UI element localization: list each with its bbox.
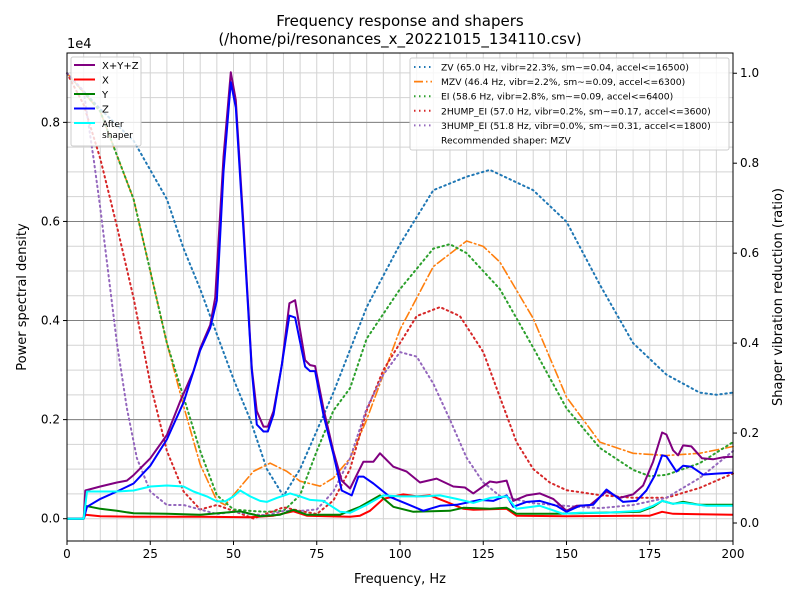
legend-label: Y <box>101 90 109 101</box>
y-axis-right-label: Shaper vibration reduction (ratio) <box>771 188 786 406</box>
y-right-tick-label: 0.6 <box>740 246 759 260</box>
x-tick-label: 0 <box>63 547 71 561</box>
y-axis-label: Power spectral density <box>15 223 30 371</box>
recommended-shaper-label: Recommended shaper: MZV <box>441 136 571 147</box>
y-right-tick-label: 0.8 <box>740 156 759 170</box>
shaper-curve <box>66 72 734 520</box>
legend-label: shaper <box>102 131 133 141</box>
x-tick-label: 200 <box>722 547 745 561</box>
legend-label: ZV (65.0 Hz, vibr=22.3%, sm~=0.04, accel… <box>441 63 689 74</box>
legend-label: EI (58.6 Hz, vibr=2.8%, sm~=0.09, accel<… <box>441 92 673 103</box>
x-tick-label: 75 <box>309 547 324 561</box>
y-right-tick-label: 0.2 <box>740 426 759 440</box>
legend-label: 2HUMP_EI (57.0 Hz, vibr=0.2%, sm~=0.17, … <box>441 106 711 117</box>
x-tick-label: 150 <box>555 547 578 561</box>
legend-box <box>409 57 730 151</box>
y-right-tick-label: 1.0 <box>740 66 759 80</box>
legend-label: X+Y+Z <box>102 61 139 72</box>
x-tick-label: 125 <box>472 547 495 561</box>
legend-label: MZV (46.4 Hz, vibr=2.2%, sm~=0.09, accel… <box>441 77 685 88</box>
shaper-curve <box>66 72 734 517</box>
y-tick-label: 0.8 <box>41 115 60 129</box>
y-tick-label: 0.2 <box>41 413 60 427</box>
x-tick-label: 100 <box>389 547 412 561</box>
shaper-curve <box>66 72 734 498</box>
y-right-tick-label: 0.4 <box>740 336 759 350</box>
x-tick-label: 50 <box>226 547 241 561</box>
legend-label: After <box>102 120 124 130</box>
y-tick-label: 0.4 <box>41 314 60 328</box>
y-tick-label: 0.6 <box>41 214 60 228</box>
y-tick-label: 0.0 <box>41 512 60 526</box>
shaper-curve <box>66 72 734 507</box>
legend-label: Z <box>102 105 109 116</box>
psd-curve <box>67 484 733 520</box>
legend-label: 3HUMP_EI (51.8 Hz, vibr=0.0%, sm~=0.31, … <box>441 121 711 132</box>
x-tick-label: 175 <box>638 547 661 561</box>
plot-curves <box>66 71 734 520</box>
axis-ticks: 0 25 50 75 100 125 150 175 200 0.0 0.2 0.4 0.6 0.8 0.0… <box>41 66 759 561</box>
y-offset-label: 1e4 <box>67 37 92 52</box>
grid <box>67 53 733 541</box>
x-axis-label: Frequency, Hz <box>354 572 446 587</box>
x-tick-label: 25 <box>143 547 158 561</box>
psd-curve <box>67 81 734 520</box>
chart-title: Frequency response and shapers <box>276 12 524 30</box>
legend-label: X <box>102 76 109 87</box>
legend-shapers: ZV (65.0 Hz, vibr=22.3%, sm~=0.04, accel… <box>409 57 730 151</box>
chart-subtitle: (/home/pi/resonances_x_20221015_134110.c… <box>218 30 581 49</box>
y-right-tick-label: 0.0 <box>740 516 759 530</box>
shaper-curve <box>66 72 734 513</box>
